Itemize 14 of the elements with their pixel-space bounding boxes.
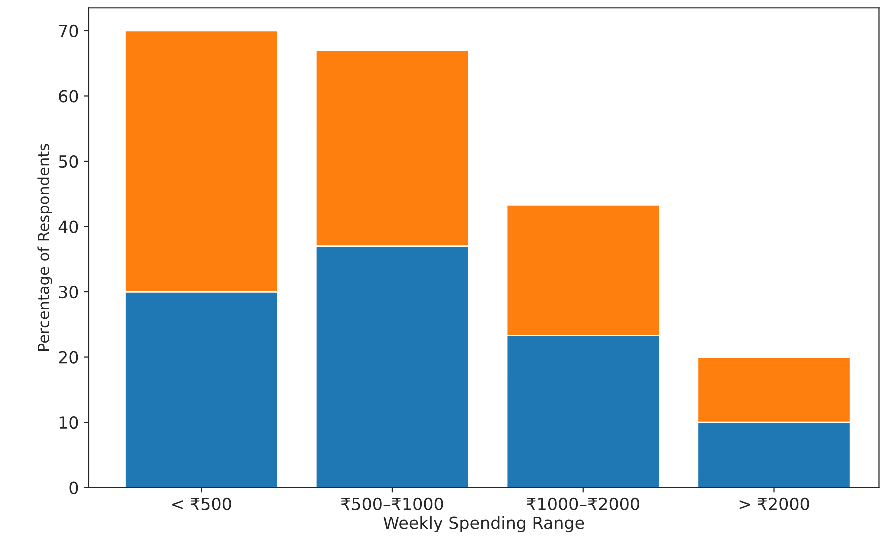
x-tick-label: ₹1000–₹2000 [527, 498, 640, 510]
y-tick-label: 20 [59, 351, 78, 364]
x-axis-title: Weekly Spending Range [384, 516, 584, 533]
y-tick-label: 40 [58, 220, 78, 234]
x-tick-label: > ₹2000 [740, 498, 810, 510]
y-tick-label: 10 [60, 416, 78, 430]
y-tick-label: 60 [59, 90, 78, 103]
y-tick-label: 30 [59, 286, 78, 299]
y-tick-label: 50 [59, 155, 78, 168]
y-tick-label: 70 [59, 24, 78, 38]
x-tick-label: ₹500–₹1000 [341, 498, 444, 510]
x-tick-label: < ₹500 [172, 498, 232, 510]
y-tick-label: 0 [70, 482, 78, 494]
y-axis-title: Percentage of Respondents [38, 144, 52, 352]
